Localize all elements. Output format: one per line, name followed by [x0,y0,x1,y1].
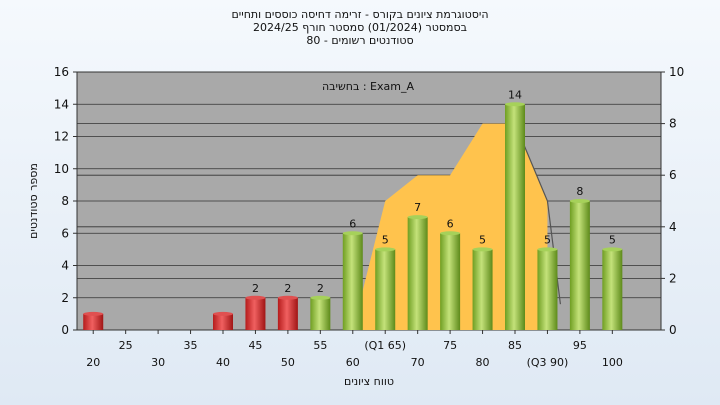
x-tick-label-lower: 70 [411,356,425,369]
bar-cap [505,102,525,107]
y-tick-label: 2 [61,291,69,305]
x-axis-title: טווח ציונים [344,375,394,388]
bar [277,297,298,330]
x-tick-label-upper: 55 [313,339,327,352]
chart-title-line-3: סטודנטים רשומים - 80 [306,34,414,47]
y-tick-label: 16 [54,65,69,79]
bar-value-label: 6 [349,217,356,230]
bar [83,313,104,330]
bar-value-label: 6 [447,217,454,230]
y-tick-label: 8 [61,194,69,208]
bar-cap [245,295,266,300]
x-tick-label-lower: 50 [281,356,295,369]
x-tick-label-upper: 85 [508,339,522,352]
x-tick-label-lower: 80 [476,356,490,369]
y-tick-label: 10 [54,162,69,176]
area-series-shape [352,123,548,330]
bar-value-label: 2 [317,282,324,295]
x-tick-label-upper: 35 [184,339,198,352]
chart-title-line-1: היסטוגרמת ציונים בקורס - זרימה דחיסה כוס… [231,8,489,21]
bar-value-label: 5 [609,233,616,246]
y-tick-label: 14 [54,97,69,111]
bar-value-label: 14 [508,88,522,101]
bar-cap [602,247,623,252]
bar-cap [537,247,558,252]
bar [375,249,396,330]
x-tick-label-lower: 100 [602,356,623,369]
bar [342,233,363,330]
bar [440,233,461,330]
x-axis: 25 35 45 55 (Q1 65) 75 85 95 20 30 40 50 60 70 80 (Q3 9… [86,330,623,369]
bar [569,201,590,330]
bar-cap [375,247,396,252]
bar-cap [342,231,363,236]
y2-tick-label: 4 [669,220,677,234]
x-tick-label-upper: 25 [119,339,133,352]
x-tick-label-lower: 30 [151,356,165,369]
chart-title-line-2: בסמסטר (01/2024) סמסטר חורף 2024/25 [253,21,467,34]
bar [537,249,558,330]
y-tick-label: 0 [61,323,69,337]
y2-tick-label: 8 [669,117,677,131]
area-series [352,123,548,330]
bar [602,249,623,330]
bar-cap [472,247,493,252]
bar-cap [213,311,233,316]
bars [83,102,623,330]
y-axis-title: מספר סטודנטים [27,163,40,239]
bar [407,217,428,330]
annotation-label: בחשיבה : Exam_A [322,80,414,93]
bar-value-label: 2 [284,282,291,295]
x-tick-label-upper: (Q1 65) [364,339,406,352]
y-axis-right: 0 2 4 6 8 10 [661,65,684,337]
y2-tick-label: 10 [669,65,684,79]
x-tick-label-upper: 75 [443,339,457,352]
bar-cap [310,295,331,300]
x-tick-label-lower: 60 [346,356,360,369]
bar-cap [569,199,590,203]
chart-title-block: היסטוגרמת ציונים בקורס - זרימה דחיסה כוס… [0,8,720,47]
y2-tick-label: 6 [669,168,677,182]
bar [505,104,525,330]
bar-cap [277,295,298,300]
y-axis-left: 0 2 4 6 8 10 12 14 16 [54,65,77,337]
y2-tick-label: 0 [669,323,677,337]
bar-value-label: 5 [382,233,389,246]
y-tick-label: 12 [54,130,69,144]
y2-tick-label: 2 [669,271,677,285]
bar-cap [440,231,461,236]
bar-value-label: 5 [479,233,486,246]
bar [245,297,266,330]
x-tick-label-upper: 45 [248,339,262,352]
bar-value-label: 8 [576,185,583,198]
bar-value-label: 2 [252,282,259,295]
bar [310,297,331,330]
bar-value-label: 5 [544,233,551,246]
x-tick-label-upper: 95 [573,339,587,352]
bar [472,249,493,330]
x-tick-label-lower: (Q3 90) [527,356,569,369]
x-tick-label-lower: 20 [86,356,100,369]
x-tick-label-lower: 40 [216,356,230,369]
y-tick-label: 6 [61,226,69,240]
bar-cap [83,311,104,316]
bar-labels: 2 2 2 6 5 7 6 5 14 5 8 5 [252,88,616,295]
bar [213,313,233,330]
y-tick-label: 4 [61,259,69,273]
bar-cap [407,215,428,220]
bar-value-label: 7 [414,201,421,214]
